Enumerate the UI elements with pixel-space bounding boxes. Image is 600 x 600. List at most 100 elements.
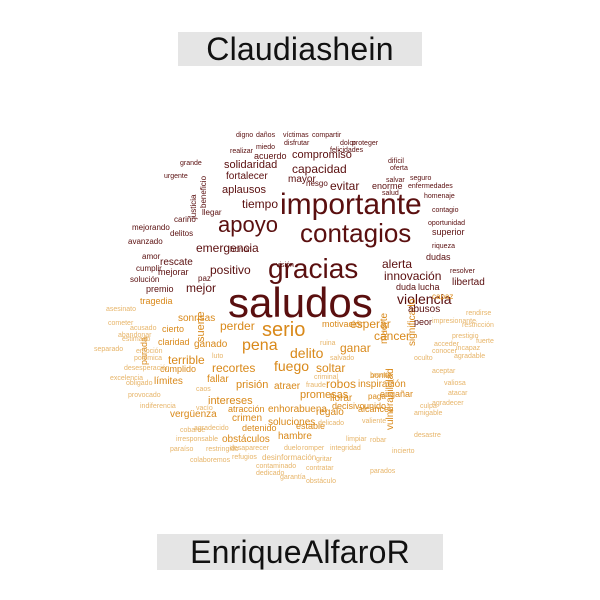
word-cloud-word: romper [302,445,325,452]
word-cloud-word: conocer [432,348,457,355]
word-cloud-word: pena [242,337,278,354]
word-cloud-word: superior [432,227,465,237]
word-cloud-word: contratar [306,465,334,472]
word-cloud-word: caos [196,386,211,393]
word-cloud-word: salvado [330,355,355,362]
word-cloud-word: crimen [232,413,263,424]
word-cloud-word: emoción [136,348,163,355]
word-cloud-word: robar [370,437,387,444]
word-cloud-word: rescate [160,257,193,268]
word-cloud-word: enhorabuena [268,404,327,415]
word-cloud-word: ganado [194,339,228,350]
word-cloud-word: capacidad [292,162,347,176]
word-cloud-word: contagios [300,218,412,248]
word-cloud-word: avanzado [128,237,163,246]
word-cloud-word: restringido [206,446,239,453]
word-cloud-word: evitar [330,179,360,193]
word-cloud-word: límites [154,376,183,387]
word-cloud-word: agradecido [194,425,229,432]
word-cloud-word: riqueza [432,243,455,250]
word-cloud-word: daños [256,132,276,139]
word-cloud-word: soltar [316,361,346,375]
word-cloud-word: emergencia [196,241,259,255]
word-cloud-word: esperar [350,317,391,331]
word-cloud-word: provocado [128,392,161,399]
word-cloud-word: limpiar [346,436,367,443]
word-cloud-word: broma [370,372,390,379]
word-cloud-word: paraíso [170,446,194,453]
word-cloud-word: detenido [242,423,277,433]
word-cloud-word: bonito [370,371,392,380]
word-cloud-word: violencia [397,291,452,307]
word-cloud-word: hambre [278,431,312,442]
word-cloud-word: paz [198,274,211,283]
word-cloud-word: obstáculos [222,434,270,445]
word-cloud-word: cumplido [160,364,197,374]
word-cloud-word: premio [146,284,174,294]
word-cloud-word: dudas [426,252,451,262]
word-cloud-word: mejorando [132,223,170,232]
word-cloud-word: contaminado [256,463,297,470]
word-cloud-word: atracción [228,404,265,414]
word-cloud-word: atacar [448,390,468,397]
word-cloud-word: digno [236,132,254,139]
word-cloud-word: garantía [280,474,306,481]
word-cloud-word: terrible [168,353,205,367]
word-cloud-word: criminal [314,374,339,381]
word-cloud-word: delicado [318,420,345,427]
word-cloud-word: valiente [362,418,387,425]
word-cloud-word: justicia [189,194,198,219]
word-cloud-word: peor [414,317,433,327]
word-cloud-word: capaz [432,292,454,301]
word-cloud-word: prestigio [452,333,479,340]
word-cloud-word: rendirse [466,310,492,317]
word-cloud-word: positivo [210,263,251,277]
word-cloud-word: muerte [379,312,390,344]
word-cloud-word: riesgo [306,179,328,188]
word-cloud-word: tiempo [242,197,279,211]
word-cloud-word: incierto [392,448,415,455]
word-cloud-word: lucha [418,282,440,292]
word-cloud-word: paga [368,392,386,401]
word-cloud-word: polémica [134,355,163,362]
word-cloud-word: sonrisas [178,313,216,324]
word-cloud-word: refugios [232,454,257,461]
word-cloud-word: visión [276,262,294,269]
word-cloud-word: fraude [306,382,326,389]
word-cloud-word: beneficio [199,175,208,208]
word-cloud-word: restricción [462,322,494,329]
word-cloud-word: delitos [170,229,194,238]
word-cloud-word: gritar [316,456,332,463]
word-cloud-word: irresponsable [176,436,219,443]
word-cloud-word: asesinato [106,306,136,313]
word-cloud-word: inspiración [358,379,406,390]
word-cloud-word: engañar [380,389,414,399]
word-cloud-word: cariño [174,215,196,224]
word-cloud-word: integridad [330,445,361,452]
word-cloud-word: honor [230,245,251,254]
word-cloud-word: acusado [130,325,157,332]
word-cloud-word: oculto [414,355,433,362]
word-cloud-word: alcances [358,404,394,414]
word-cloud-word: unido [364,401,387,411]
word-cloud-word: amor [142,252,161,261]
word-cloud-word: alerta [382,257,413,271]
word-cloud-word: mejor [186,281,217,295]
word-cloud-word: motivación [322,319,366,329]
word-cloud-word: difícil [388,158,404,165]
word-cloud-word: estimado [122,336,151,343]
word-cloud-word: disfrutar [284,140,310,147]
word-cloud-word: desesperación [124,365,170,372]
word-cloud-word: recortes [212,361,256,375]
word-cloud-word: enfermedades [408,183,453,190]
word-cloud-word: saludos [228,279,373,326]
word-cloud-word: desaparecer [230,445,269,452]
word-cloud-word: felicidades [330,147,364,154]
word-cloud-word: dedicado [256,470,285,477]
word-cloud-word: libertad [452,277,485,288]
word-cloud-word: compromiso [292,149,352,161]
word-cloud-word: colaboremos [190,457,231,464]
word-cloud-word: compartir [312,132,342,139]
word-cloud-word: mayor [288,174,316,185]
word-cloud-word: impresionante [432,318,476,325]
